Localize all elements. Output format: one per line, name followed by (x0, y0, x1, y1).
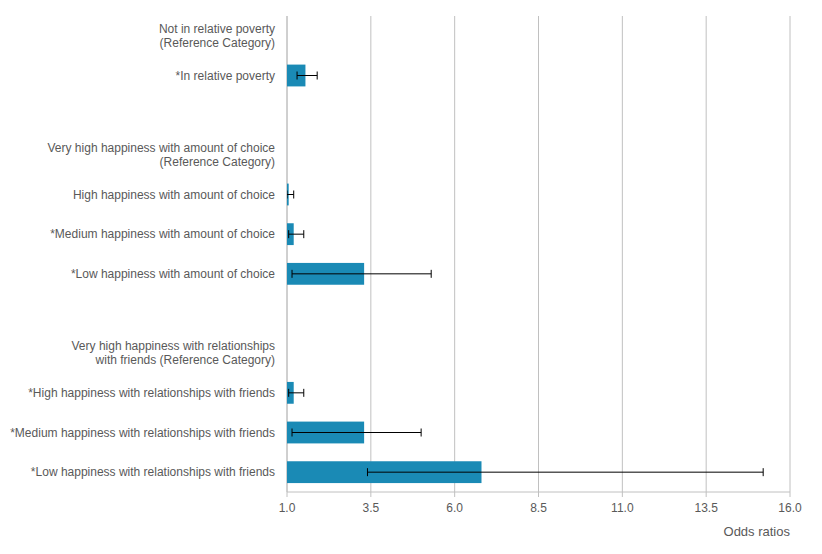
error-cap (431, 270, 432, 278)
tick-label: 6.0 (446, 501, 463, 515)
tick-label: 13.5 (694, 501, 718, 515)
tick-mark (790, 492, 791, 497)
category-label-line: *Medium happiness with amount of choice (50, 227, 275, 241)
category-label-line: Not in relative poverty (159, 22, 275, 36)
category-label-line: High happiness with amount of choice (73, 188, 275, 202)
tick-label: 8.5 (530, 501, 547, 515)
tick-label: 16.0 (778, 501, 802, 515)
grid-line (370, 16, 371, 492)
category-label: Very high happiness with amount of choic… (48, 141, 276, 169)
chart: Not in relative poverty(Reference Catego… (0, 0, 822, 554)
tick-mark (706, 492, 707, 497)
error-cap (763, 468, 764, 476)
category-label: Not in relative poverty(Reference Catego… (159, 22, 275, 50)
error-cap (303, 389, 304, 397)
grid-line (454, 16, 455, 492)
category-label: *High happiness with relationships with … (28, 386, 275, 400)
y-labels: Not in relative poverty(Reference Catego… (10, 22, 275, 479)
error-bar (292, 270, 431, 278)
tick-mark (454, 492, 455, 497)
error-cap (288, 230, 289, 238)
grid (287, 16, 790, 492)
tick-label: 3.5 (362, 501, 379, 515)
error-bar (289, 230, 304, 238)
error-line (292, 432, 421, 433)
error-bar (287, 191, 294, 199)
error-cap (293, 191, 294, 199)
x-axis-line (287, 492, 790, 493)
category-label: High happiness with amount of choice (73, 188, 275, 202)
grid-line (790, 16, 791, 492)
error-cap (421, 429, 422, 437)
error-bar (292, 429, 421, 437)
tick-label: 11.0 (611, 501, 634, 515)
error-cap (303, 230, 304, 238)
category-label-line: *High happiness with relationships with … (28, 386, 275, 400)
tick-mark (622, 492, 623, 497)
category-label-line: (Reference Category) (160, 36, 275, 50)
error-bar (297, 72, 317, 80)
category-label: *Low happiness with amount of choice (71, 267, 275, 281)
x-axis-label: Odds ratios (724, 524, 791, 539)
error-cap (292, 429, 293, 437)
category-label: Very high happiness with relationshipswi… (72, 339, 275, 367)
tick-mark (370, 492, 371, 497)
category-label: *Medium happiness with relationships wit… (10, 426, 275, 440)
error-line (289, 392, 304, 393)
tick-mark (287, 492, 288, 497)
error-line (297, 75, 317, 76)
category-label-line: Very high happiness with amount of choic… (48, 141, 276, 155)
marks (287, 65, 763, 483)
category-label-line: *In relative poverty (176, 69, 275, 83)
category-label-line: with friends (Reference Category) (95, 353, 275, 367)
grid-line (622, 16, 623, 492)
baseline (287, 16, 288, 492)
error-cap (292, 270, 293, 278)
category-label-line: (Reference Category) (160, 155, 275, 169)
category-label: *Medium happiness with amount of choice (50, 227, 275, 241)
category-label-line: Very high happiness with relationships (72, 339, 275, 353)
error-cap (288, 389, 289, 397)
category-label-line: *Low happiness with amount of choice (71, 267, 275, 281)
x-ticks: 1.0 3.5 6.0 8.5 11.0 13.5 16.0 (279, 492, 802, 515)
tick-mark (538, 492, 539, 497)
error-cap (297, 72, 298, 80)
error-cap (317, 72, 318, 80)
error-line (287, 194, 294, 195)
grid-line (706, 16, 707, 492)
category-label-line: *Low happiness with relationships with f… (31, 465, 275, 479)
category-label-line: *Medium happiness with relationships wit… (10, 426, 275, 440)
grid-line (287, 16, 288, 492)
error-line (367, 472, 763, 473)
error-line (292, 273, 431, 274)
error-cap (367, 468, 368, 476)
category-label: *In relative poverty (176, 69, 275, 83)
error-line (289, 234, 304, 235)
category-label: *Low happiness with relationships with f… (31, 465, 275, 479)
error-cap (287, 191, 288, 199)
error-bar (367, 468, 763, 476)
grid-line (538, 16, 539, 492)
tick-label: 1.0 (279, 501, 296, 515)
error-bar (289, 389, 304, 397)
